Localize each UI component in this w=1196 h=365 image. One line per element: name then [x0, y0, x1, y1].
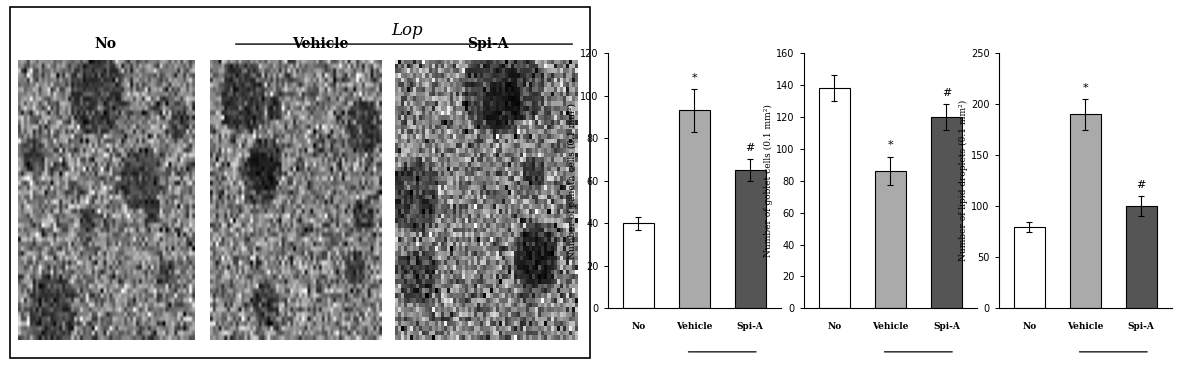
Text: Vehicle: Vehicle: [1067, 323, 1104, 331]
Bar: [875, 171, 905, 308]
Bar: [1070, 114, 1100, 308]
Text: Vehicle: Vehicle: [676, 323, 713, 331]
Bar: [930, 117, 962, 308]
Text: *: *: [887, 140, 893, 150]
Bar: [734, 170, 765, 308]
Text: Spi-A: Spi-A: [737, 323, 764, 331]
Y-axis label: Number of paneth cells (0.1 mm²): Number of paneth cells (0.1 mm²): [568, 103, 578, 259]
Y-axis label: Number of lipid droplets (0.1 mm²): Number of lipid droplets (0.1 mm²): [959, 100, 969, 261]
Bar: [1125, 206, 1157, 308]
Text: No: No: [828, 323, 842, 331]
Text: Spi-A: Spi-A: [933, 323, 960, 331]
Text: Vehicle: Vehicle: [292, 37, 348, 51]
Text: Lop: Lop: [391, 22, 422, 39]
Text: Spi-A: Spi-A: [468, 37, 508, 51]
FancyBboxPatch shape: [10, 7, 590, 358]
Text: *: *: [691, 73, 697, 83]
Bar: [623, 223, 654, 308]
Bar: [679, 111, 709, 308]
Text: #: #: [1136, 180, 1146, 190]
Text: Spi-A: Spi-A: [1128, 323, 1155, 331]
Text: #: #: [745, 143, 755, 153]
Y-axis label: Number of goblet cells (0.1 mm²): Number of goblet cells (0.1 mm²): [764, 104, 774, 257]
Text: Vehicle: Vehicle: [872, 323, 909, 331]
Text: No: No: [94, 37, 116, 51]
Text: *: *: [1082, 82, 1088, 92]
Text: No: No: [1023, 323, 1037, 331]
Bar: [1014, 227, 1045, 308]
Bar: [819, 88, 850, 308]
Text: #: #: [941, 88, 951, 97]
Text: No: No: [631, 323, 646, 331]
